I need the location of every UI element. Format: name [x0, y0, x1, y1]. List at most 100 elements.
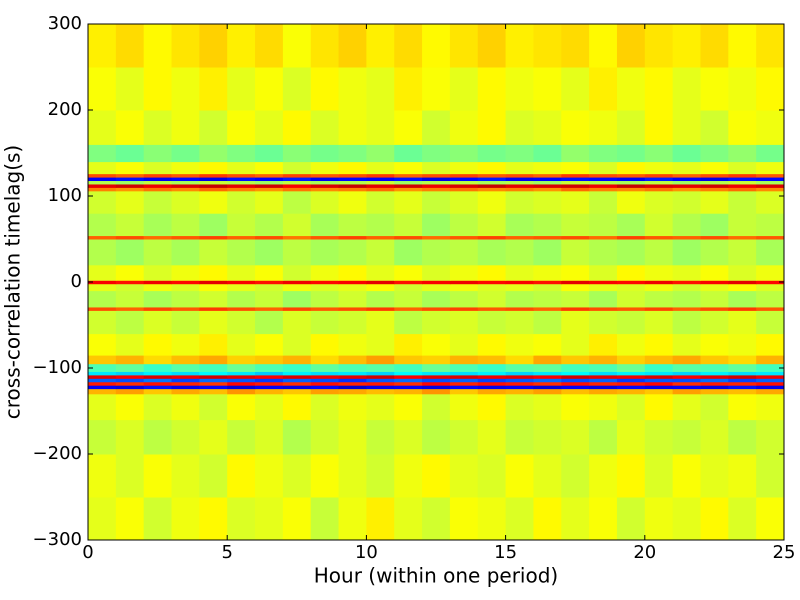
heatmap-cell [199, 378, 228, 383]
heatmap-cell [338, 280, 367, 285]
heatmap-cell [700, 280, 729, 285]
heatmap-cell [366, 280, 395, 285]
heatmap-cell [728, 419, 757, 455]
heatmap-cell [505, 24, 534, 68]
heatmap-cell [449, 190, 479, 214]
heatmap-cell [449, 235, 479, 240]
heatmap-cell [449, 161, 479, 175]
heatmap-cell [672, 371, 701, 376]
heatmap-cell [199, 280, 228, 285]
heatmap-cell [422, 378, 451, 383]
heatmap-cell [227, 183, 256, 188]
heatmap-cell [477, 67, 507, 111]
heatmap-cell [449, 264, 479, 281]
heatmap-cell [310, 190, 340, 214]
heatmap-cell [227, 497, 256, 541]
heatmap-cell [394, 264, 423, 281]
heatmap-cell [449, 213, 479, 237]
heatmap-cell [728, 393, 757, 421]
heatmap-cell [756, 497, 785, 541]
x-tick-label: 20 [633, 542, 656, 563]
heatmap-cell [282, 144, 312, 163]
heatmap-cell [255, 187, 284, 192]
heatmap-cell [199, 110, 228, 145]
heatmap-cell [171, 363, 200, 372]
heatmap-cell [422, 190, 451, 214]
heatmap-cell [477, 393, 507, 421]
heatmap-cell [366, 177, 395, 182]
heatmap-cell [282, 239, 312, 266]
heatmap-cell [533, 67, 562, 111]
heatmap-cell [505, 381, 534, 386]
heatmap-cell [199, 24, 228, 68]
y-tick-label: −100 [33, 357, 82, 378]
heatmap-cell [338, 290, 367, 308]
heatmap-cell [255, 388, 284, 395]
heatmap-cell [310, 388, 340, 395]
heatmap-cell [88, 310, 117, 335]
heatmap-cell [561, 363, 590, 372]
heatmap-cell [227, 306, 256, 311]
heatmap-cell [422, 385, 451, 390]
heatmap-cell [422, 454, 451, 498]
heatmap-cell [644, 419, 674, 455]
heatmap-cell [756, 363, 785, 372]
heatmap-cell [700, 161, 729, 175]
heatmap-cell [115, 180, 145, 185]
heatmap-cell [728, 24, 757, 68]
heatmap-cell [171, 290, 200, 308]
heatmap-cell [171, 183, 200, 188]
heatmap-cell [394, 363, 423, 372]
heatmap-cell [88, 213, 117, 237]
heatmap-cell [422, 290, 451, 308]
heatmap-cell [310, 161, 340, 175]
heatmap-cell [366, 497, 395, 541]
heatmap-cell [589, 280, 618, 285]
heatmap-cell [505, 497, 534, 541]
heatmap-cell [115, 419, 145, 455]
heatmap-cell [477, 177, 507, 182]
heatmap-cell [310, 283, 340, 292]
heatmap-cell [255, 283, 284, 292]
heatmap-cell [756, 290, 785, 308]
heatmap-cell [449, 144, 479, 163]
heatmap-cell [616, 374, 646, 379]
heatmap-cell [644, 497, 674, 541]
heatmap-cell [227, 371, 256, 376]
heatmap-cell [728, 333, 757, 356]
heatmap-cell [422, 235, 451, 240]
heatmap-cell [756, 419, 785, 455]
heatmap-cell [756, 333, 785, 356]
heatmap-cell [422, 283, 451, 292]
heatmap-cell [672, 144, 701, 163]
heatmap-cell [616, 333, 646, 356]
heatmap-cell [700, 310, 729, 335]
heatmap-cell [115, 388, 145, 395]
heatmap-cell [644, 388, 674, 395]
heatmap-cell [227, 385, 256, 390]
heatmap-cell [143, 419, 173, 455]
heatmap-cell [366, 283, 395, 292]
heatmap-cell [728, 239, 757, 266]
heatmap-cell [115, 187, 145, 192]
heatmap-cell [88, 190, 117, 214]
heatmap-cell [171, 67, 200, 111]
heatmap-cell [255, 24, 284, 68]
heatmap-cell [561, 213, 590, 237]
heatmap-cell [616, 280, 646, 285]
heatmap-cell [255, 239, 284, 266]
heatmap-cell [282, 355, 312, 365]
heatmap-cell [589, 388, 618, 395]
heatmap-cell [700, 177, 729, 182]
heatmap-cell [310, 144, 340, 163]
heatmap-cell [115, 283, 145, 292]
heatmap-cell [366, 381, 395, 386]
heatmap-cell [227, 333, 256, 356]
heatmap-cell [477, 180, 507, 185]
heatmap-cell [227, 280, 256, 285]
heatmap-cell [338, 355, 367, 365]
heatmap-cell [366, 454, 395, 498]
heatmap-cell [394, 213, 423, 237]
heatmap-cell [255, 280, 284, 285]
heatmap-cell [700, 235, 729, 240]
